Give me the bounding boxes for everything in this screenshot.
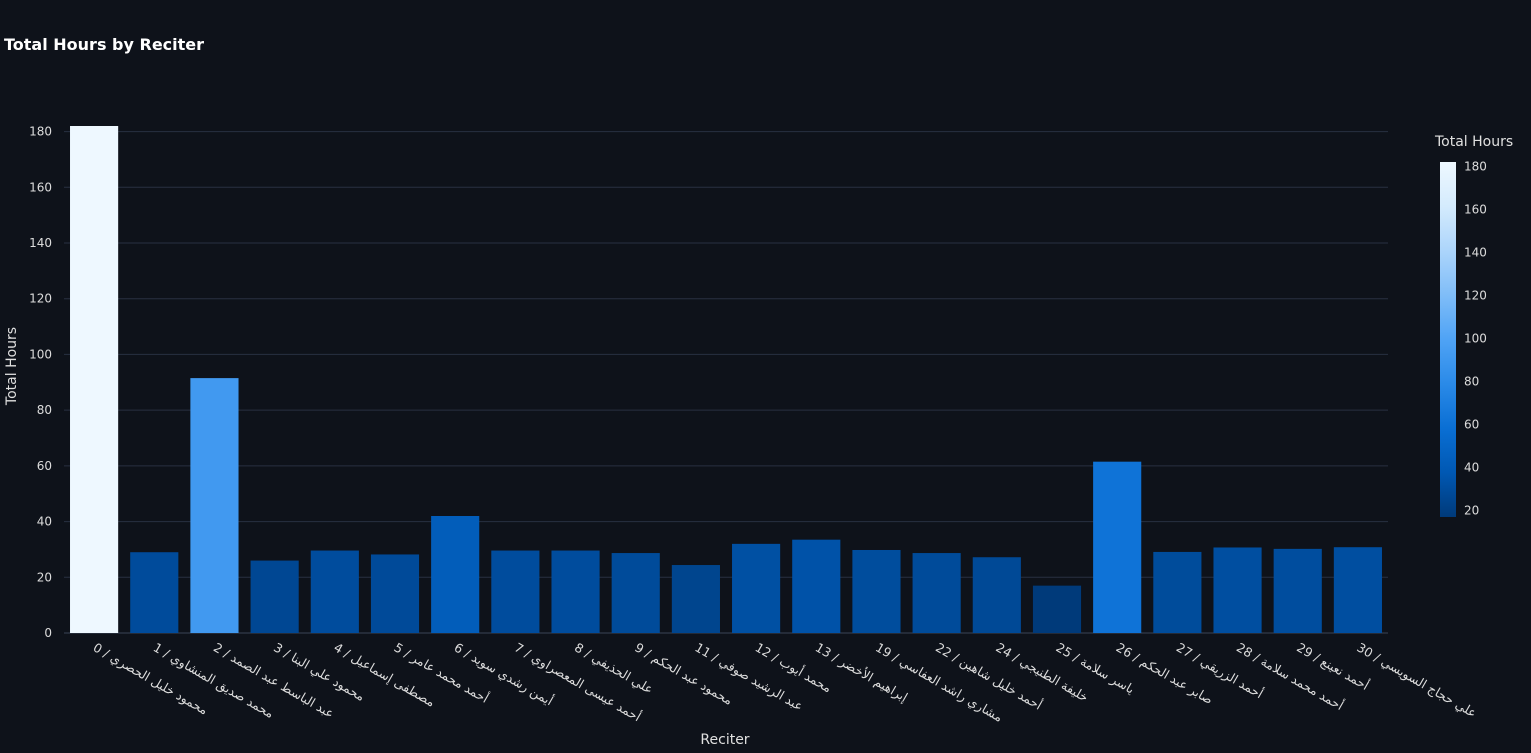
bar <box>1032 585 1082 633</box>
bar <box>972 557 1021 633</box>
x-tick-label: 9 / محمود عبد الحكم <box>632 640 736 709</box>
y-tick-label: 20 <box>37 570 52 584</box>
colorbar-tick-label: 140 <box>1464 245 1487 259</box>
bars <box>70 126 1382 633</box>
x-tick-label: 6 / أيمن رشدي سويد <box>451 639 556 710</box>
bar <box>491 550 540 633</box>
bar <box>671 565 720 633</box>
bar <box>190 378 239 633</box>
y-axis-ticks: 0 20 40 60 80 100 120 140 160 180 <box>29 125 52 640</box>
colorbar-title: Total Hours <box>1434 134 1513 150</box>
y-tick-label: 60 <box>37 459 52 473</box>
y-tick-label: 80 <box>37 403 52 417</box>
bar <box>792 539 841 633</box>
colorbar-tick-label: 60 <box>1464 417 1479 431</box>
colorbar-tick-label: 20 <box>1464 504 1479 518</box>
colorbar: Total Hours 20 40 60 80 100 120 140 160 180 <box>1434 134 1513 518</box>
y-tick-label: 140 <box>29 236 52 250</box>
x-tick-label: 30 / علي حجاج السويسي <box>1354 640 1479 722</box>
colorbar-tick-label: 160 <box>1464 202 1487 216</box>
bar <box>370 554 420 633</box>
bar <box>1093 461 1142 633</box>
bar <box>551 550 600 633</box>
bar <box>1213 547 1262 633</box>
y-tick-label: 100 <box>29 347 52 361</box>
x-tick-label: 4 / مصطفى إسماعيل <box>331 640 437 710</box>
x-tick-label: 11 / عبد الرشيد صوفي <box>692 640 806 715</box>
y-tick-label: 40 <box>37 515 52 529</box>
colorbar-tick-label: 40 <box>1464 461 1479 475</box>
bar <box>732 543 781 633</box>
bar <box>912 553 961 633</box>
colorbar-tick-label: 100 <box>1464 331 1487 345</box>
y-axis-title: Total Hours <box>4 327 20 406</box>
colorbar-gradient <box>1440 162 1456 517</box>
x-axis-title: Reciter <box>700 732 749 748</box>
bar <box>1153 551 1202 633</box>
bar <box>1273 548 1322 633</box>
bar <box>250 560 299 633</box>
y-tick-label: 180 <box>29 125 52 139</box>
chart-title: Total Hours by Reciter <box>4 35 204 54</box>
colorbar-tick-label: 120 <box>1464 288 1487 302</box>
colorbar-tick-label: 180 <box>1464 159 1487 173</box>
x-tick-label: 28 / أحمد محمد سلامة <box>1234 639 1347 713</box>
bar <box>70 126 119 633</box>
y-tick-label: 160 <box>29 180 52 194</box>
colorbar-tick-label: 80 <box>1464 374 1479 388</box>
y-tick-label: 0 <box>44 626 52 640</box>
bar <box>611 553 660 633</box>
bar <box>1333 547 1382 633</box>
bar <box>852 549 901 633</box>
bar <box>310 550 359 633</box>
bar <box>431 516 480 633</box>
y-tick-label: 120 <box>29 292 52 306</box>
bar <box>130 552 179 633</box>
